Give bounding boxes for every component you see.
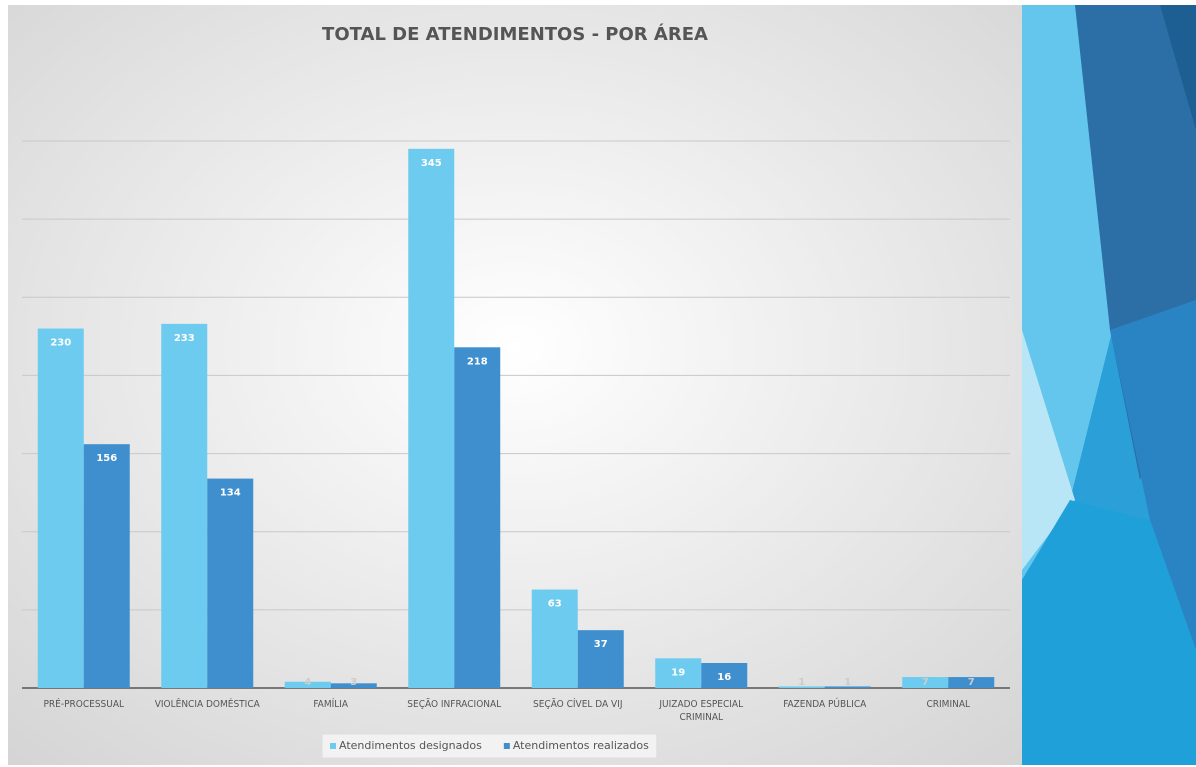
bar: [701, 662, 748, 688]
value-label: 345: [421, 158, 442, 169]
value-label: 7: [922, 677, 929, 688]
legend-swatch: [503, 743, 510, 749]
decoration: [1022, 5, 1196, 765]
chart-title: TOTAL DE ATENDIMENTOS - POR ÁREA: [322, 23, 708, 45]
x-tick-label: SEÇÃO CÍVEL DA VIJ: [533, 699, 623, 710]
bar: [655, 658, 702, 688]
value-label: 134: [220, 488, 241, 499]
bar: [284, 681, 331, 688]
chart-background: [8, 5, 1022, 765]
value-label: 37: [594, 639, 608, 650]
bar: [207, 478, 254, 688]
value-label: 233: [174, 333, 195, 344]
value-label: 16: [717, 672, 731, 683]
bar: [408, 148, 455, 689]
bar: [330, 683, 377, 688]
bar: [948, 677, 995, 688]
value-label: 218: [467, 356, 488, 367]
value-label: 19: [671, 667, 685, 678]
bar: [531, 589, 578, 688]
bar: [778, 686, 825, 688]
value-label: 4: [304, 677, 311, 688]
legend-label: Atendimentos realizados: [513, 739, 649, 752]
value-label: 230: [50, 338, 71, 349]
bar: [161, 323, 208, 688]
legend-box: [321, 733, 658, 759]
x-tick-label: FAZENDA PÚBLICA: [783, 699, 867, 710]
x-tick-label: PRÉ-PROCESSUAL: [43, 699, 124, 710]
value-label: 3: [350, 677, 357, 688]
bar: [37, 328, 84, 688]
legend-label: Atendimentos designados: [339, 739, 482, 752]
x-tick-label: FAMÍLIA: [313, 699, 349, 710]
legend: Atendimentos designados Atendimentos real…: [321, 733, 658, 759]
value-label: 63: [548, 599, 562, 610]
x-tick-label: CRIMINAL: [926, 699, 971, 710]
x-tick-label: VIOLÊNCIA DOMÉSTICA: [154, 699, 260, 710]
value-label: 156: [96, 453, 117, 464]
bar: [824, 686, 871, 688]
x-tick-label: SEÇÃO INFRACIONAL: [407, 699, 502, 710]
legend-swatch: [330, 743, 336, 749]
bar: [577, 630, 624, 688]
value-label: 7: [968, 677, 975, 688]
value-label: 1: [844, 677, 851, 688]
bar: [83, 444, 130, 688]
bar: [902, 677, 949, 688]
x-tick-label: JUIZADO ESPECIAL CRIMINAL: [659, 699, 744, 723]
value-label: 1: [798, 677, 805, 688]
bar: [454, 347, 501, 688]
